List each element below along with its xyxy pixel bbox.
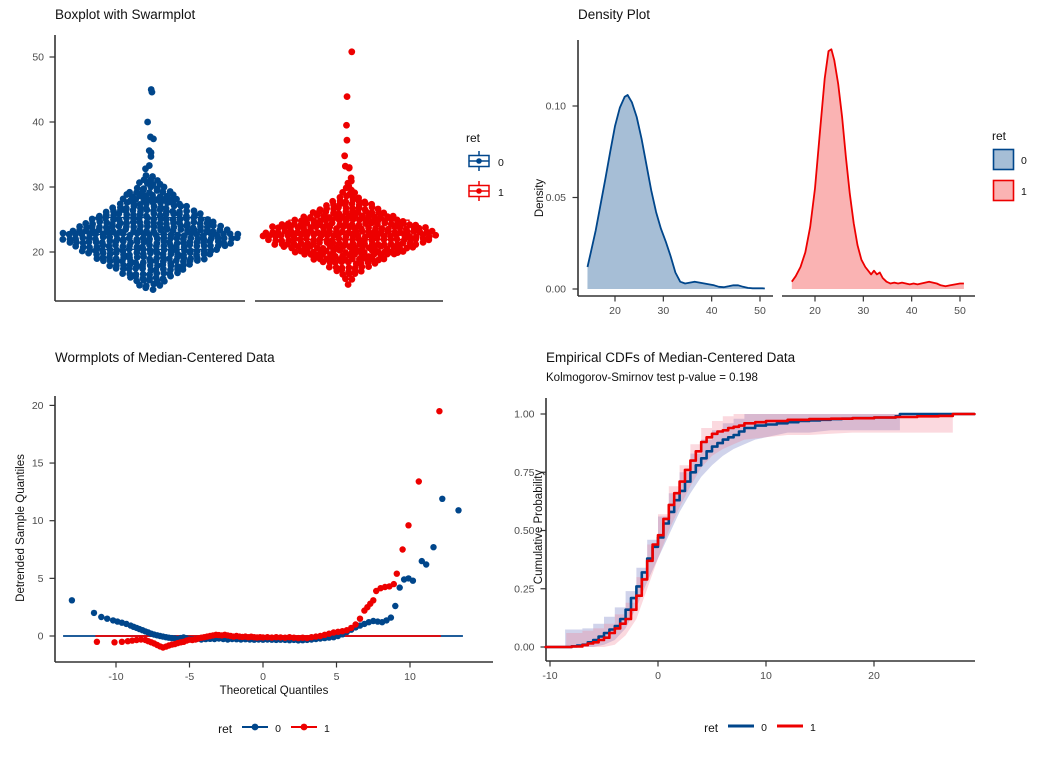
legend-key-label: 1 [324, 722, 330, 735]
density-y-axis-label: Density [534, 178, 546, 218]
density-title: Density Plot [578, 7, 651, 22]
ecdf-y-axis-label: Cumulative Probability [533, 469, 545, 585]
svg-text:20: 20 [609, 305, 621, 317]
swarm-points-group-1 [259, 183, 440, 288]
legend-density: ret 0 1 [992, 129, 1027, 205]
svg-text:5: 5 [38, 573, 44, 585]
legend-key-label: 1 [1021, 186, 1027, 198]
svg-text:0.00: 0.00 [514, 642, 535, 654]
density-axes: 0.00 0.05 0.10 20 30 40 50 20 30 40 50 [546, 40, 975, 317]
line-glyph-red-icon [776, 720, 804, 735]
legend-wormplot: ret 0 1 [0, 720, 548, 737]
legend-title: ret [466, 131, 481, 145]
svg-text:50: 50 [954, 305, 966, 317]
boxplot-glyph-red-icon [466, 180, 492, 205]
svg-text:0: 0 [260, 671, 266, 683]
ecdf-axes: 0.00 0.25 0.50 0.75 1.00 -10 0 10 20 [514, 398, 975, 682]
svg-text:5: 5 [334, 671, 340, 683]
svg-text:0.00: 0.00 [546, 284, 567, 296]
outlier-points-group-1 [341, 48, 356, 187]
legend-key-1: 1 [466, 180, 504, 205]
svg-text:40: 40 [32, 117, 44, 129]
svg-text:20: 20 [868, 670, 880, 682]
svg-text:20: 20 [809, 305, 821, 317]
legend-key-label: 0 [1021, 155, 1027, 167]
svg-text:50: 50 [32, 52, 44, 64]
density-curve-group-1 [791, 48, 964, 289]
ecdf-band-group-1 [566, 414, 953, 647]
legend-title: ret [218, 721, 233, 736]
svg-text:30: 30 [32, 182, 44, 194]
svg-text:0: 0 [38, 631, 44, 643]
svg-text:20: 20 [32, 400, 44, 412]
worm-points-group-1 [93, 408, 443, 651]
svg-text:15: 15 [32, 458, 44, 470]
svg-text:0.75: 0.75 [514, 467, 535, 479]
svg-text:40: 40 [706, 305, 718, 317]
svg-text:10: 10 [32, 515, 44, 527]
wormplot-axes: 0 5 10 15 20 -10 -5 0 5 10 [32, 396, 493, 683]
legend-key-label: 0 [498, 156, 504, 169]
svg-text:0.50: 0.50 [514, 525, 535, 537]
legend-title: ret [704, 720, 719, 735]
legend-title: ret [992, 129, 1007, 143]
svg-text:40: 40 [906, 305, 918, 317]
worm-points-group-0 [68, 495, 462, 644]
svg-text:10: 10 [760, 670, 772, 682]
svg-text:-5: -5 [185, 671, 194, 683]
ecdf-title: Empirical CDFs of Median-Centered Data [546, 350, 796, 365]
fill-swatch-red-icon [992, 179, 1015, 205]
legend-key-1: 1 [776, 720, 816, 735]
ecdf-line-group-1 [544, 412, 976, 649]
point-line-glyph-blue-icon [241, 720, 269, 737]
svg-text:50: 50 [754, 305, 766, 317]
svg-text:1.00: 1.00 [514, 409, 535, 421]
point-line-glyph-red-icon [290, 720, 318, 737]
legend-key-0: 0 [466, 150, 504, 175]
legend-key-0: 0 [992, 148, 1027, 174]
svg-text:10: 10 [404, 671, 416, 683]
legend-key-label: 0 [761, 721, 767, 734]
ecdf-line-group-0 [544, 412, 976, 649]
legend-key-label: 0 [275, 722, 281, 735]
density-curve-group-0 [586, 94, 765, 290]
svg-text:0: 0 [655, 670, 661, 682]
wormplot-y-axis-label: Detrended Sample Quantiles [15, 454, 27, 602]
svg-text:-10: -10 [542, 670, 557, 682]
swarmplot-title: Boxplot with Swarmplot [55, 7, 196, 22]
svg-text:0.25: 0.25 [514, 583, 535, 595]
swarmplot-axes: 20 30 40 50 [32, 35, 443, 302]
svg-text:30: 30 [857, 305, 869, 317]
ecdf-subtitle: Kolmogorov-Smirnov test p-value = 0.198 [546, 372, 758, 384]
svg-text:0.05: 0.05 [546, 192, 567, 204]
line-glyph-blue-icon [727, 720, 755, 735]
svg-text:0.10: 0.10 [546, 101, 567, 113]
legend-key-0: 0 [241, 720, 281, 737]
legend-key-1: 1 [290, 720, 330, 737]
legend-swarm: ret 0 1 [466, 131, 504, 205]
svg-text:-10: -10 [108, 671, 123, 683]
outlier-points-group-0 [142, 86, 157, 173]
legend-key-1: 1 [992, 179, 1027, 205]
fill-swatch-blue-icon [992, 148, 1015, 174]
legend-ecdf: ret 0 1 [528, 720, 992, 735]
legend-key-label: 1 [810, 721, 816, 734]
legend-key-0: 0 [727, 720, 767, 735]
boxplot-glyph-blue-icon [466, 150, 492, 175]
svg-text:30: 30 [657, 305, 669, 317]
legend-key-label: 1 [498, 186, 504, 199]
svg-text:20: 20 [32, 247, 44, 259]
ecdf-band-group-0 [565, 414, 900, 647]
wormplot-x-axis-label: Theoretical Quantiles [219, 685, 329, 697]
swarm-points-group-0 [59, 172, 242, 294]
wormplot-title: Wormplots of Median-Centered Data [55, 350, 275, 365]
